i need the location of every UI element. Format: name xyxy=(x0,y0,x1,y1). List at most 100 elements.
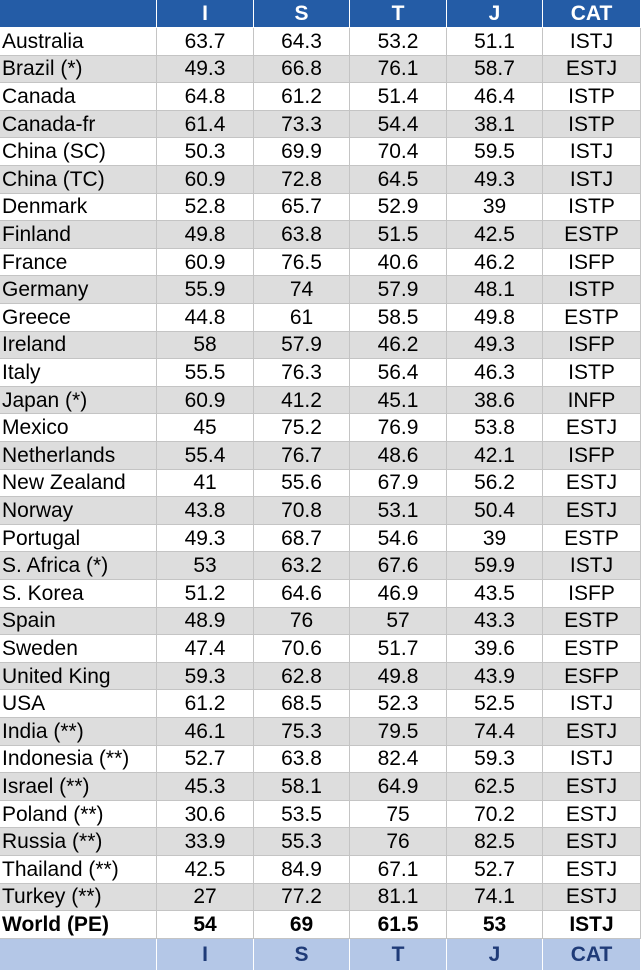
table-cell: 44.8 xyxy=(157,304,254,332)
table-cell: 46.1 xyxy=(157,718,254,746)
table-cell: 74.1 xyxy=(447,883,543,912)
table-cell: 61.2 xyxy=(157,690,254,718)
table-cell: 84.9 xyxy=(254,856,350,884)
table-cell: 70.4 xyxy=(350,138,447,166)
table-cell: 50.3 xyxy=(157,138,254,166)
table-cell: 58.1 xyxy=(254,773,350,801)
table-cell: 60.9 xyxy=(157,386,254,415)
row-label: Italy xyxy=(0,359,157,387)
table-cell: ISTJ xyxy=(543,690,641,718)
table-cell: ESTP xyxy=(543,524,641,553)
row-label: S. Korea xyxy=(0,580,157,608)
row-label: Sweden xyxy=(0,635,157,663)
row-label: France xyxy=(0,248,157,277)
table-cell: ESTJ xyxy=(543,800,641,829)
header-cell: J xyxy=(447,0,543,28)
table-cell: 60.9 xyxy=(157,166,254,194)
table-cell: 62.8 xyxy=(254,662,350,691)
table-cell: 67.1 xyxy=(350,856,447,884)
table-cell: ISTJ xyxy=(543,28,641,56)
row-label: United King xyxy=(0,662,157,691)
table-cell: ISFP xyxy=(543,248,641,277)
table-cell: 46.9 xyxy=(350,580,447,608)
table-cell: 39.6 xyxy=(447,635,543,663)
table-cell: 70.2 xyxy=(447,800,543,829)
table-cell: 51.2 xyxy=(157,580,254,608)
table-cell: 75.2 xyxy=(254,414,350,442)
table-cell: 77.2 xyxy=(254,883,350,912)
table-cell: ISTP xyxy=(543,359,641,387)
table-cell: 61.4 xyxy=(157,110,254,139)
table-cell: 48.9 xyxy=(157,607,254,636)
table-cell: 43.3 xyxy=(447,607,543,636)
table-cell: 73.3 xyxy=(254,110,350,139)
table-cell: 76 xyxy=(254,607,350,636)
table-cell: 76.3 xyxy=(254,359,350,387)
table-cell: 56.4 xyxy=(350,359,447,387)
table-cell: 52.5 xyxy=(447,690,543,718)
table-cell: ESTJ xyxy=(543,883,641,912)
table-cell: 48.1 xyxy=(447,276,543,304)
row-label: Canada-fr xyxy=(0,110,157,139)
table-cell: 53.2 xyxy=(350,28,447,56)
table-cell: 52.7 xyxy=(447,856,543,884)
table-cell: 45.1 xyxy=(350,386,447,415)
table-cell: 56.2 xyxy=(447,469,543,498)
table-cell: 39 xyxy=(447,193,543,222)
table-cell: INFP xyxy=(543,386,641,415)
table-cell: 76.9 xyxy=(350,414,447,442)
row-label: Brazil (*) xyxy=(0,55,157,84)
table-cell: ESTJ xyxy=(543,497,641,525)
row-label: Germany xyxy=(0,276,157,304)
table-cell: ISTJ xyxy=(543,745,641,774)
table-cell: 47.4 xyxy=(157,635,254,663)
table-cell: 75 xyxy=(350,800,447,829)
footer-cell: T xyxy=(350,939,447,971)
total-cell: ISTJ xyxy=(543,911,641,940)
table-cell: 52.7 xyxy=(157,745,254,774)
table-cell: 51.7 xyxy=(350,635,447,663)
row-label: Portugal xyxy=(0,524,157,553)
table-cell: 49.8 xyxy=(157,221,254,249)
table-cell: 42.1 xyxy=(447,442,543,470)
table-cell: ESTJ xyxy=(543,773,641,801)
table-cell: ISFP xyxy=(543,580,641,608)
row-label: China (TC) xyxy=(0,166,157,194)
row-label: Mexico xyxy=(0,414,157,442)
total-cell: 61.5 xyxy=(350,911,447,940)
table-cell: ISTJ xyxy=(543,138,641,166)
row-label: S. Africa (*) xyxy=(0,552,157,580)
table-cell: 54.6 xyxy=(350,524,447,553)
table-cell: 55.9 xyxy=(157,276,254,304)
table-cell: 76 xyxy=(350,828,447,856)
row-label: China (SC) xyxy=(0,138,157,166)
table-cell: ISTJ xyxy=(543,552,641,580)
table-cell: ESTP xyxy=(543,635,641,663)
table-cell: 68.5 xyxy=(254,690,350,718)
row-label: Finland xyxy=(0,221,157,249)
table-cell: 59.5 xyxy=(447,138,543,166)
table-cell: 59.3 xyxy=(157,662,254,691)
table-cell: ESTJ xyxy=(543,55,641,84)
footer-cell: I xyxy=(157,939,254,971)
table-cell: 68.7 xyxy=(254,524,350,553)
table-cell: 63.7 xyxy=(157,28,254,56)
table-cell: 64.3 xyxy=(254,28,350,56)
table-cell: 70.6 xyxy=(254,635,350,663)
table-cell: 64.8 xyxy=(157,83,254,111)
table-cell: 49.3 xyxy=(447,166,543,194)
table-cell: ISTP xyxy=(543,193,641,222)
table-cell: 81.1 xyxy=(350,883,447,912)
table-cell: ISFP xyxy=(543,442,641,470)
table-cell: 53.1 xyxy=(350,497,447,525)
table-cell: ESTJ xyxy=(543,828,641,856)
table-cell: 30.6 xyxy=(157,800,254,829)
total-label: World (PE) xyxy=(0,911,157,940)
table-cell: 64.6 xyxy=(254,580,350,608)
table-cell: 55.4 xyxy=(157,442,254,470)
table-cell: 63.8 xyxy=(254,745,350,774)
table-cell: 76.1 xyxy=(350,55,447,84)
table-cell: 82.4 xyxy=(350,745,447,774)
table-cell: 55.3 xyxy=(254,828,350,856)
table-cell: 62.5 xyxy=(447,773,543,801)
